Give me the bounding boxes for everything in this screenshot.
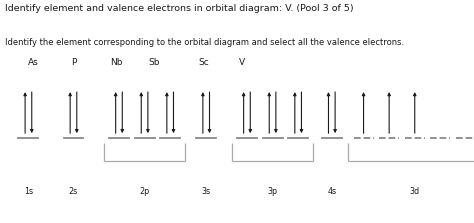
Text: As: As — [28, 58, 38, 67]
Text: 1s: 1s — [24, 187, 33, 196]
Text: 4s: 4s — [327, 187, 337, 196]
Text: Identify the element corresponding to the orbital diagram and select all the val: Identify the element corresponding to th… — [5, 38, 404, 47]
Text: P: P — [71, 58, 76, 67]
Text: Identify element and valence electrons in orbital diagram: V. (Pool 3 of 5): Identify element and valence electrons i… — [5, 4, 353, 13]
Text: Nb: Nb — [110, 58, 122, 67]
Text: V: V — [239, 58, 245, 67]
Text: Sb: Sb — [148, 58, 160, 67]
Text: 3p: 3p — [267, 187, 278, 196]
Text: 3s: 3s — [201, 187, 211, 196]
Text: Sc: Sc — [199, 58, 209, 67]
Text: 2p: 2p — [139, 187, 150, 196]
Text: 3d: 3d — [410, 187, 420, 196]
Text: 2s: 2s — [69, 187, 78, 196]
